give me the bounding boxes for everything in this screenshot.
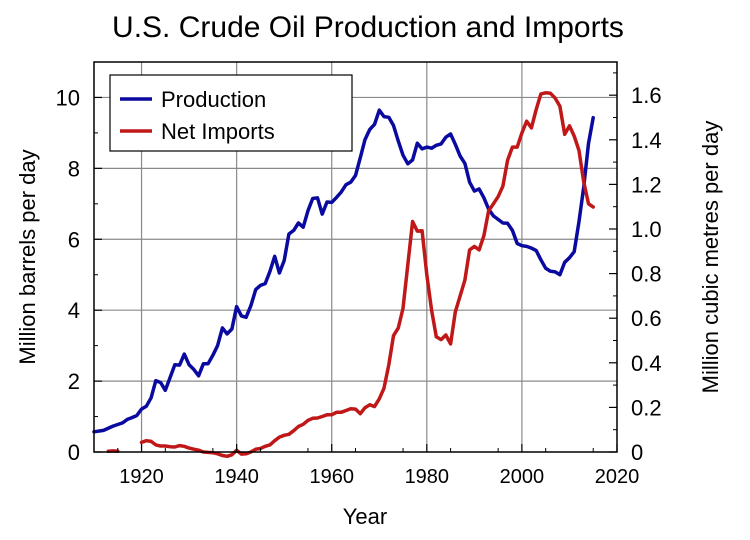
y2-tick-label: 0.6: [631, 306, 662, 331]
ticks: 1920 1940 1960 1980 2000 2020024681000.20.40.…: [56, 61, 662, 488]
y2-tick-label: 0: [631, 440, 643, 465]
y2-tick-label: 1.4: [631, 128, 662, 153]
x-tick-label: 2020: [595, 466, 640, 488]
y2-tick-label: 0.2: [631, 395, 662, 420]
x-tick-label: 2000: [500, 466, 545, 488]
y2-tick-label: 1.0: [631, 217, 662, 242]
y-tick-label: 10: [56, 85, 80, 110]
x-axis-label: Year: [343, 504, 387, 529]
y-tick-label: 6: [68, 227, 80, 252]
y-tick-label: 4: [68, 298, 80, 323]
series-layer: [92, 91, 595, 459]
chart-title: U.S. Crude Oil Production and Imports: [112, 11, 624, 44]
y2-tick-label: 0.8: [631, 262, 662, 287]
y2-tick-label: 1.2: [631, 172, 662, 197]
y-tick-label: 0: [68, 440, 80, 465]
x-tick-label: 1940: [214, 466, 259, 488]
x-tick-label: 1960: [309, 466, 354, 488]
y2-axis-label: Million cubic metres per day: [698, 121, 723, 394]
legend: Production Net Imports: [109, 74, 353, 152]
x-tick-label: 1920: [119, 466, 164, 488]
legend-label-production: Production: [161, 87, 266, 112]
y-axis-label: Million barrels per day: [15, 149, 40, 364]
y2-tick-label: 1.6: [631, 83, 662, 108]
legend-box: [109, 74, 353, 152]
x-tick-label: 1980: [405, 466, 450, 488]
production-line: [92, 108, 595, 434]
net-imports-line: [139, 91, 595, 459]
y2-tick-label: 0.4: [631, 351, 662, 376]
legend-label-net-imports: Net Imports: [161, 119, 275, 144]
y-tick-label: 8: [68, 156, 80, 181]
y-tick-label: 2: [68, 369, 80, 394]
